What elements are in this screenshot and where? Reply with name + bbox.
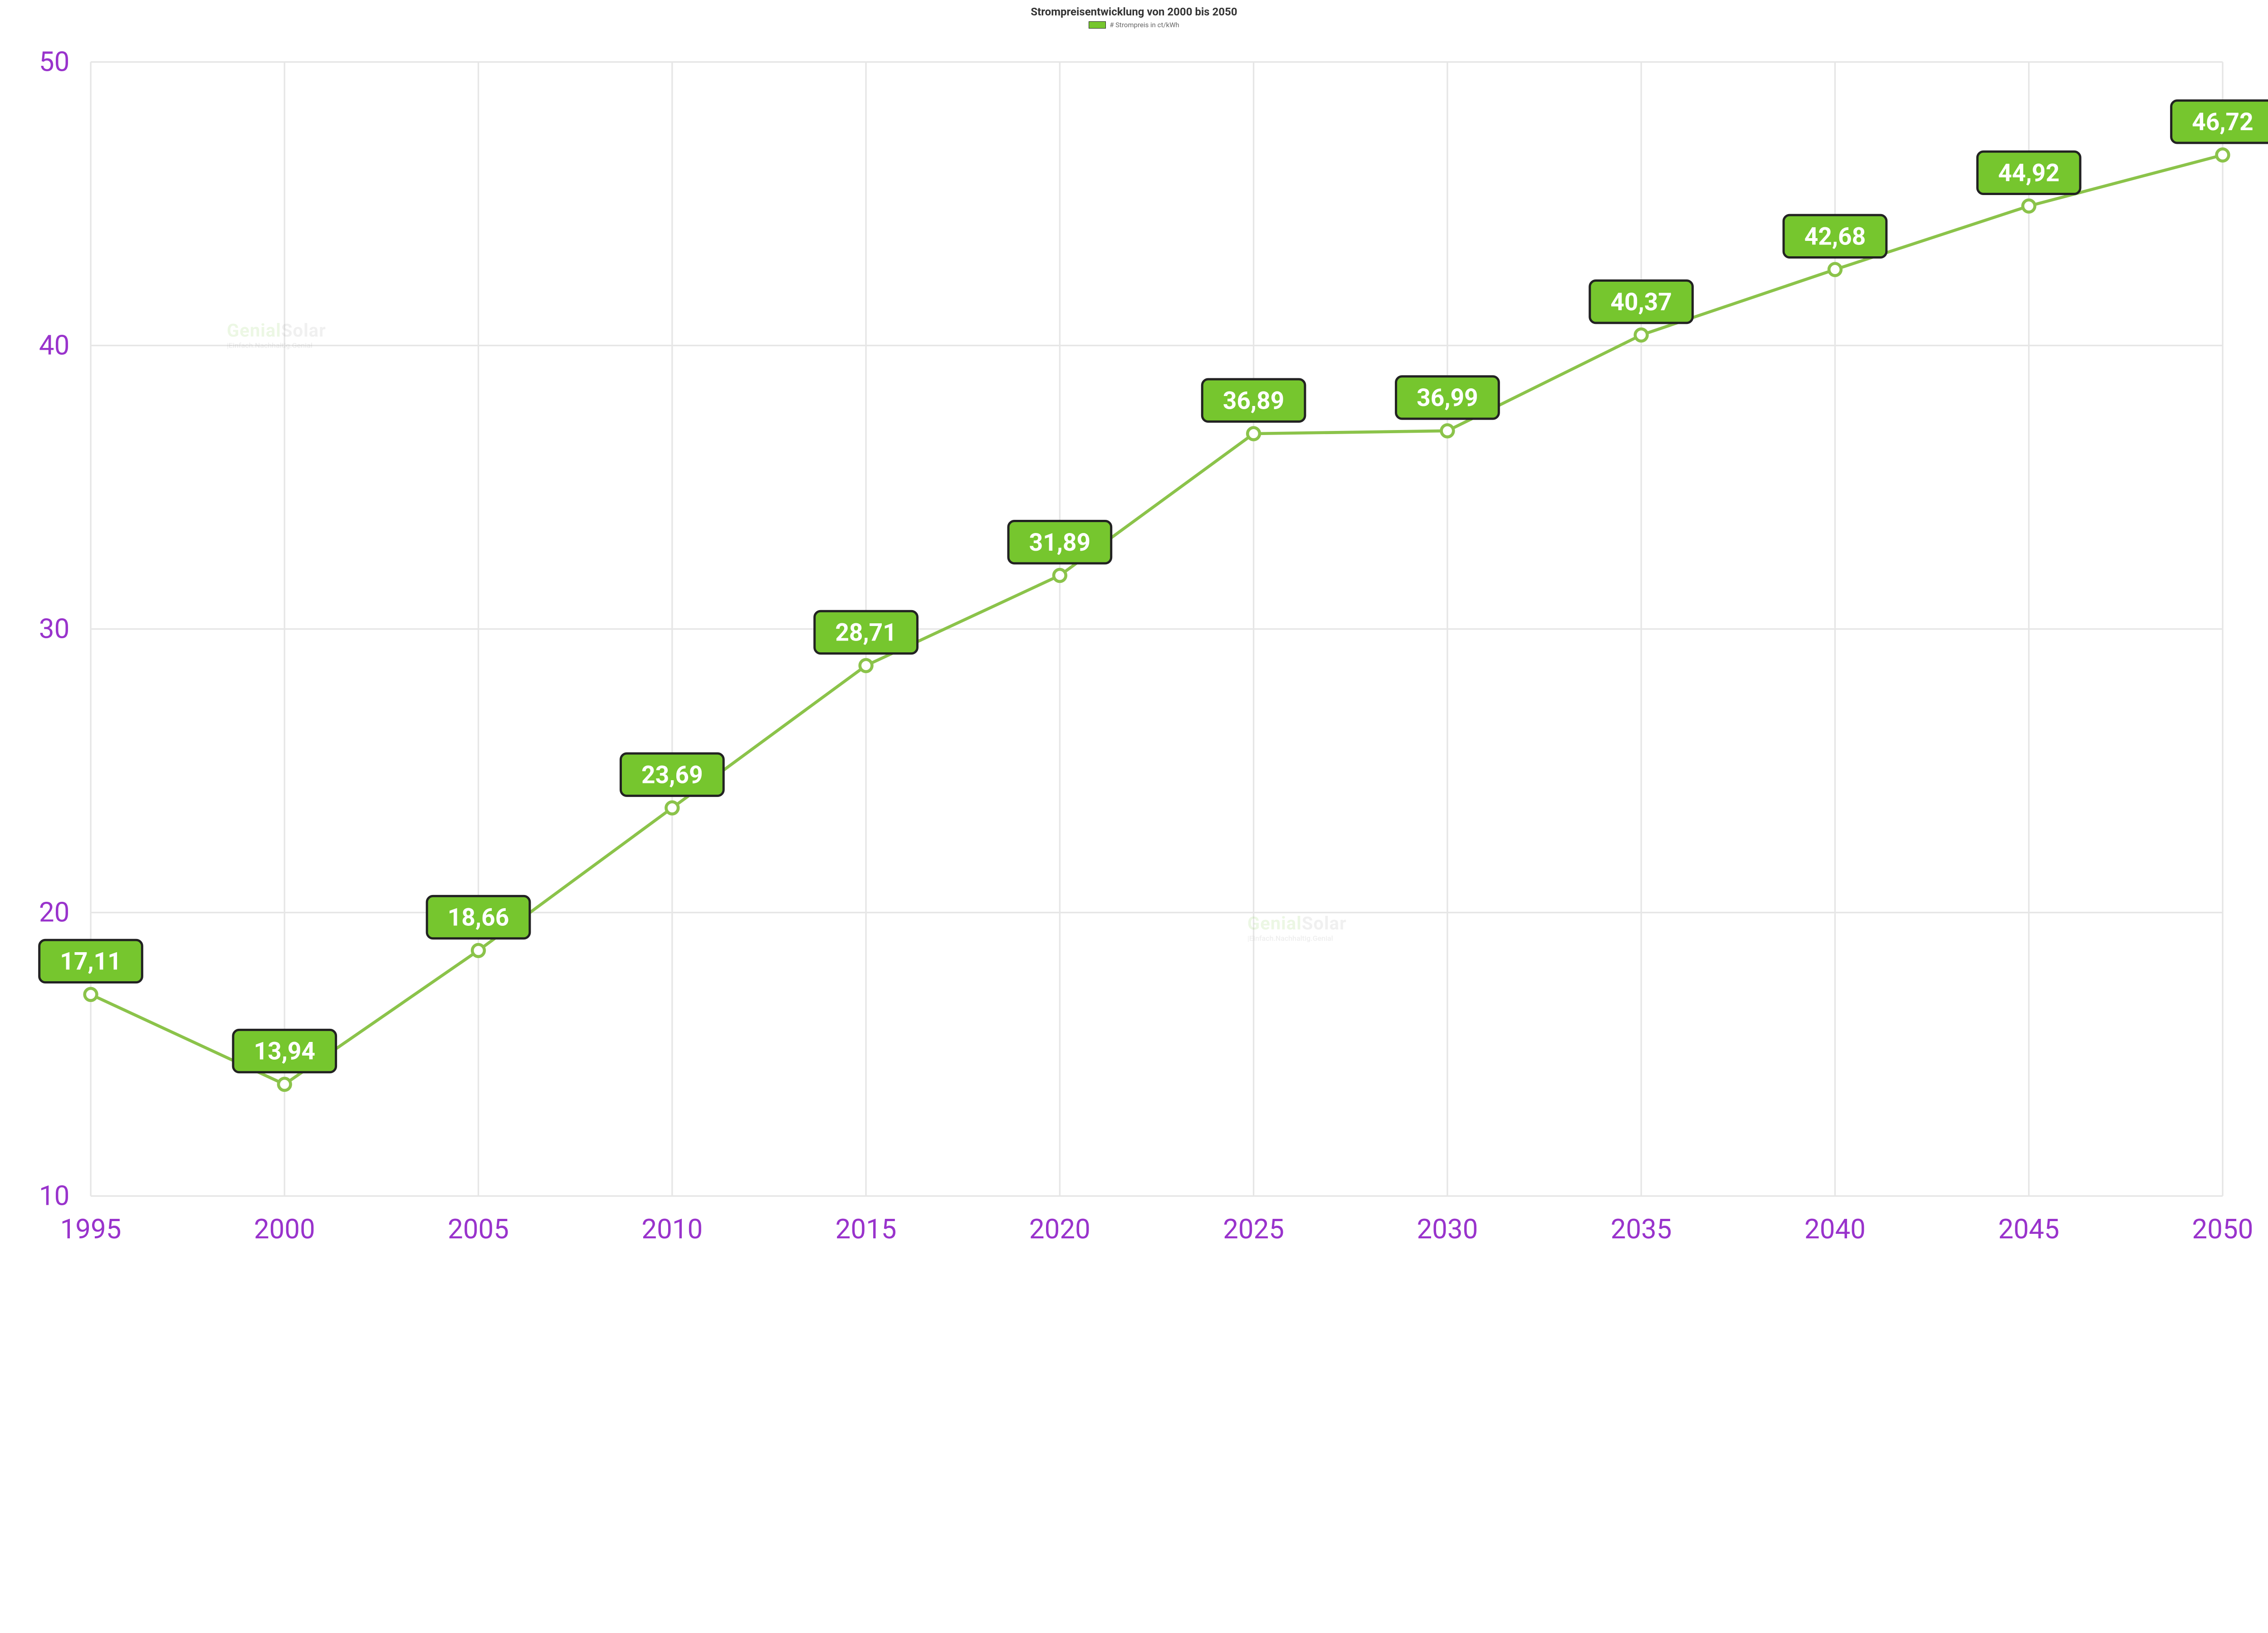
data-label: 36,99 (1396, 376, 1499, 419)
data-label: 13,94 (233, 1030, 336, 1072)
legend-label: # Strompreis in ct/kWh (1110, 21, 1179, 29)
y-axis-tick-label: 20 (39, 896, 69, 929)
data-label: 17,11 (39, 940, 142, 982)
svg-text:13,94: 13,94 (254, 1038, 316, 1066)
data-label: 44,92 (1977, 152, 2080, 194)
x-axis-tick-label: 2050 (2192, 1213, 2253, 1245)
svg-text:40,37: 40,37 (1610, 288, 1672, 317)
x-axis-tick-label: 2005 (448, 1213, 509, 1245)
data-label: 28,71 (815, 611, 918, 653)
svg-text:44,92: 44,92 (1998, 159, 2060, 187)
svg-text:42,68: 42,68 (1804, 223, 1866, 251)
x-axis-tick-label: 2030 (1417, 1213, 1478, 1245)
legend: # Strompreis in ct/kWh (0, 20, 2268, 32)
svg-text:23,69: 23,69 (641, 761, 703, 789)
plot-area: 1020304050199520002005201020152020202520… (0, 32, 2268, 1633)
svg-text:36,99: 36,99 (1417, 384, 1478, 412)
y-axis-tick-label: 10 (39, 1180, 69, 1212)
chart-title: Strompreisentwicklung von 2000 bis 2050 (0, 0, 2268, 20)
data-label: 36,89 (1202, 379, 1305, 421)
x-axis-tick-label: 2035 (1611, 1213, 1672, 1245)
x-axis-tick-label: 2040 (1804, 1213, 1866, 1245)
legend-swatch (1089, 21, 1106, 29)
chart-svg: 1020304050199520002005201020152020202520… (0, 32, 2268, 1271)
x-axis-tick-label: 2025 (1223, 1213, 1284, 1245)
data-label: 42,68 (1784, 215, 1887, 257)
y-axis-tick-label: 30 (39, 613, 69, 645)
data-label: 18,66 (427, 896, 530, 938)
x-axis-tick-label: 2045 (1998, 1213, 2059, 1245)
data-label: 40,37 (1590, 281, 1693, 323)
data-label: 31,89 (1008, 521, 1111, 563)
svg-text:17,11: 17,11 (60, 948, 122, 976)
svg-text:36,89: 36,89 (1223, 387, 1285, 415)
x-axis-tick-label: 2020 (1029, 1213, 1090, 1245)
svg-text:28,71: 28,71 (835, 619, 897, 647)
svg-text:31,89: 31,89 (1029, 529, 1091, 557)
data-label: 23,69 (621, 753, 723, 796)
y-axis-tick-label: 40 (39, 329, 69, 362)
data-label: 46,72 (2171, 101, 2268, 143)
x-axis-tick-label: 1995 (60, 1213, 122, 1245)
x-axis-tick-label: 2010 (641, 1213, 703, 1245)
x-axis-tick-label: 2015 (836, 1213, 897, 1245)
y-axis-tick-label: 50 (39, 46, 69, 78)
chart-container: Strompreisentwicklung von 2000 bis 2050 … (0, 0, 2268, 1633)
svg-text:18,66: 18,66 (448, 904, 509, 932)
x-axis-tick-label: 2000 (254, 1213, 315, 1245)
svg-text:46,72: 46,72 (2192, 108, 2253, 137)
